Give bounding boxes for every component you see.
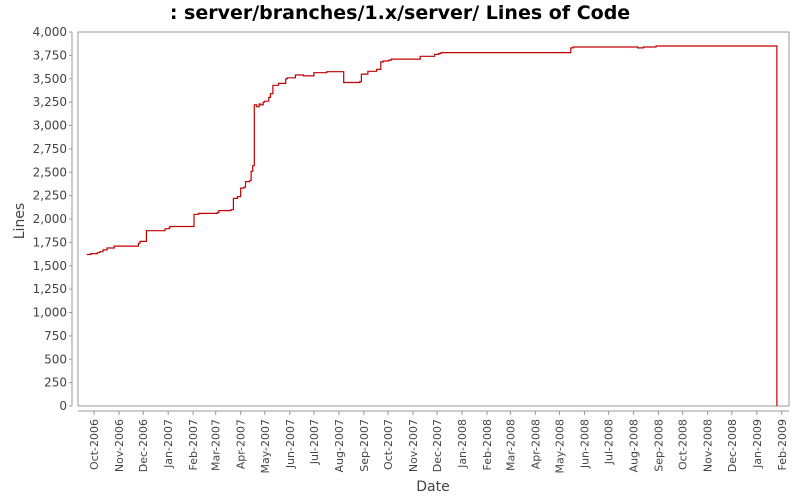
- y-tick-label: 3,500: [33, 72, 67, 86]
- x-tick-label: Aug-2008: [628, 419, 641, 472]
- y-tick-label: 1,250: [33, 282, 67, 296]
- y-tick-label: 4,000: [33, 25, 67, 39]
- x-tick-label: Jan-2007: [162, 419, 175, 469]
- y-tick-label: 3,250: [33, 95, 67, 109]
- x-tick-label: Jan-2008: [456, 419, 469, 469]
- x-tick-label: Mar-2008: [504, 419, 517, 471]
- y-tick-label: 2,500: [33, 165, 67, 179]
- x-tick-label: Oct-2008: [677, 419, 690, 470]
- x-tick-label: May-2008: [554, 419, 567, 474]
- x-tick-label: Jul-2007: [308, 419, 321, 465]
- y-tick-label: 2,750: [33, 142, 67, 156]
- x-tick-label: Jun-2008: [578, 419, 591, 469]
- x-axis-label: Date: [416, 479, 449, 495]
- series-line: [86, 45, 778, 406]
- y-axis: 0 250 500 750 1,000 1,250 1,500 1,750 2,000 2,250…: [33, 25, 73, 413]
- x-tick-label: Jun-2007: [284, 419, 297, 469]
- y-tick-label: 250: [44, 376, 67, 390]
- x-tick-label: Feb-2009: [776, 419, 789, 470]
- y-tick-label: 750: [44, 329, 67, 343]
- chart-title: : server/branches/1.x/server/ Lines of C…: [169, 2, 631, 24]
- x-tick-label: Oct-2007: [382, 419, 395, 470]
- x-tick-label: Jul-2008: [603, 419, 616, 465]
- x-tick-label: Sep-2008: [653, 419, 666, 472]
- y-tick-label: 2,000: [33, 212, 67, 226]
- y-tick-label: 3,000: [33, 119, 67, 133]
- y-axis-label: Lines: [12, 203, 28, 239]
- y-tick-label: 1,000: [33, 306, 67, 320]
- y-tick-label: 0: [59, 399, 67, 413]
- plot-area: [77, 31, 790, 407]
- x-tick-label: Dec-2007: [431, 419, 444, 472]
- x-tick-label: Nov-2007: [407, 419, 420, 472]
- y-tick-label: 3,750: [33, 48, 67, 62]
- y-tick-label: 500: [44, 352, 67, 366]
- x-tick-label: Apr-2008: [529, 419, 542, 469]
- x-tick-label: Nov-2008: [702, 419, 715, 472]
- x-tick-label: Oct-2006: [88, 419, 101, 470]
- x-tick-label: Apr-2007: [235, 419, 248, 469]
- y-tick-label: 2,250: [33, 189, 67, 203]
- x-tick-label: Aug-2007: [333, 419, 346, 472]
- y-tick-label: 1,500: [33, 259, 67, 273]
- x-tick-label: Sep-2007: [358, 419, 371, 472]
- x-tick-label: Jan-2009: [751, 419, 764, 469]
- x-tick-label: Dec-2006: [137, 419, 150, 472]
- x-tick-label: Mar-2007: [210, 419, 223, 471]
- x-tick-label: Dec-2008: [726, 419, 739, 472]
- x-tick-label: Feb-2007: [187, 419, 200, 470]
- y-tick-label: 1,750: [33, 235, 67, 249]
- x-tick-label: May-2007: [259, 419, 272, 474]
- x-tick-label: Feb-2008: [481, 419, 494, 470]
- x-tick-label: Nov-2006: [113, 419, 126, 472]
- x-axis: Oct-2006 Nov-2006 Dec-2006 Jan-2007 Feb-2007…: [78, 410, 789, 474]
